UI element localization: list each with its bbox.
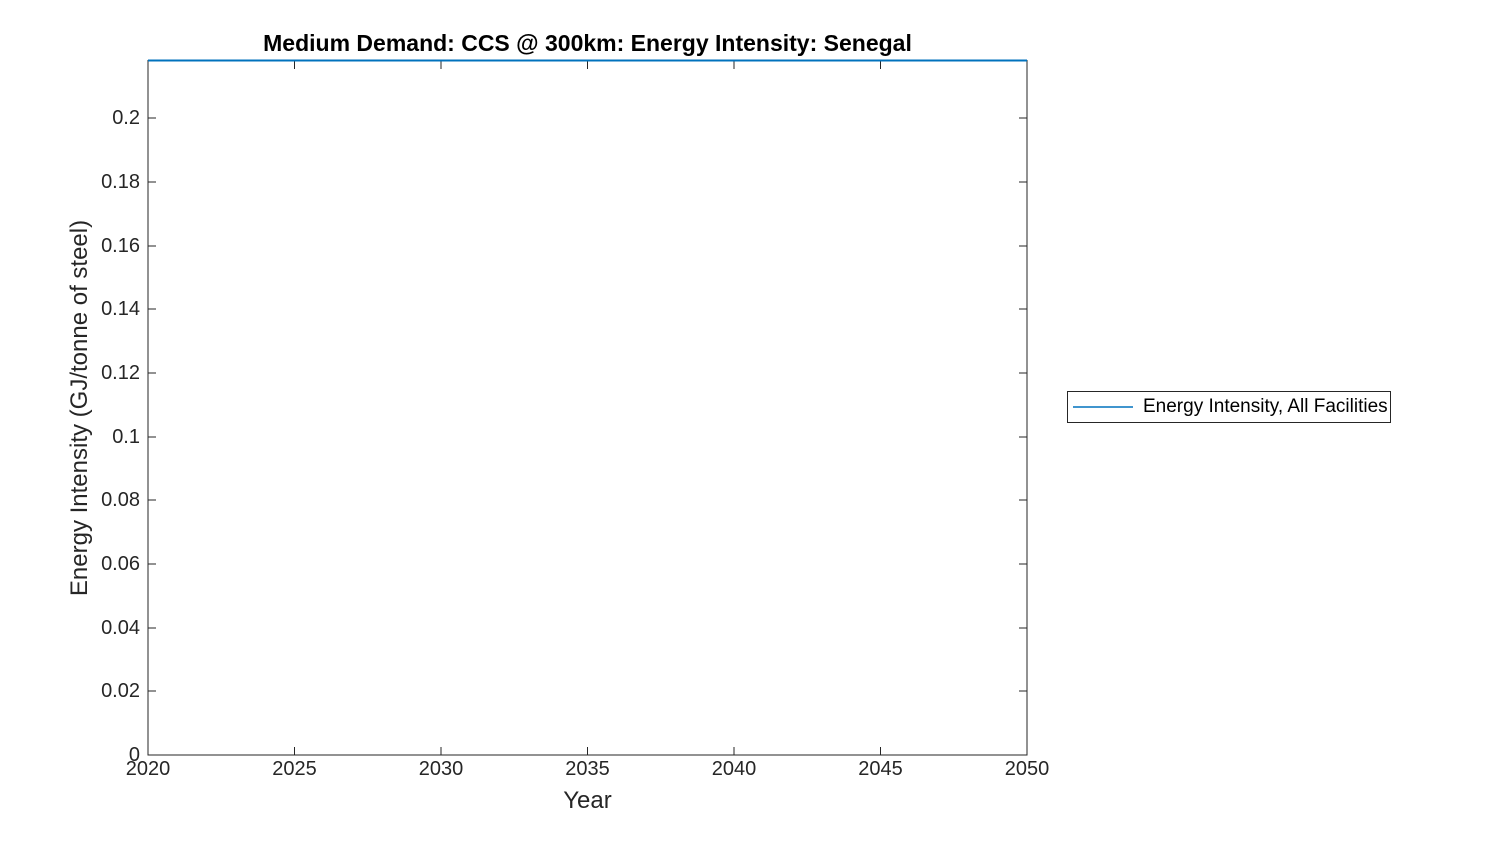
legend: Energy Intensity, All Facilities (1067, 391, 1391, 423)
y-axis-ticks-left (148, 117, 156, 756)
legend-line-sample (1073, 406, 1133, 408)
x-tick-label: 2040 (711, 758, 757, 780)
x-tick-label: 2025 (272, 758, 317, 780)
plot-box (147, 60, 1028, 756)
y-tick-label: 0.04 (101, 617, 140, 639)
y-tick-label: 0.14 (101, 298, 140, 320)
y-tick-label: 0.02 (101, 680, 140, 702)
y-tick-label: 0.2 (112, 107, 140, 129)
x-axis-label: Year (563, 787, 612, 814)
x-tick-label: 2050 (1004, 758, 1050, 780)
x-tick-label: 2020 (125, 758, 171, 780)
x-axis-ticks-bottom (147, 747, 1028, 755)
legend-entry-label: Energy Intensity, All Facilities (1143, 396, 1388, 417)
x-axis-ticks-top (147, 61, 1028, 69)
y-tick-label: 0.12 (101, 362, 140, 384)
x-tick-label: 2045 (858, 758, 903, 780)
chart-title: Medium Demand: CCS @ 300km: Energy Inten… (263, 30, 912, 56)
x-tick-label: 2035 (565, 758, 610, 780)
y-tick-label: 0.08 (101, 489, 140, 511)
y-tick-label: 0 (128, 744, 140, 766)
y-tick-label: 0.16 (101, 235, 140, 257)
y-tick-label: 0.06 (101, 553, 140, 575)
y-tick-label: 0.18 (101, 171, 140, 193)
x-tick-label: 2030 (418, 758, 464, 780)
y-axis-ticks-right (1019, 117, 1027, 756)
y-axis-label: Energy Intensity (GJ/tonne of steel) (66, 219, 93, 597)
y-tick-label: 0.1 (112, 426, 140, 448)
